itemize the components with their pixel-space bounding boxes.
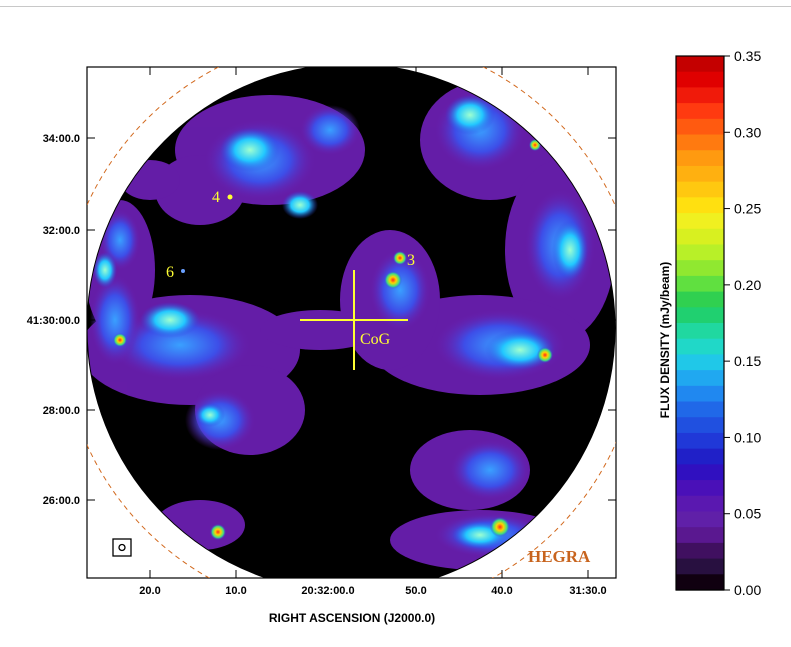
colorbar-segment — [676, 103, 724, 120]
colorbar-segment — [676, 558, 724, 575]
top-divider — [0, 6, 791, 7]
colorbar-segment — [676, 307, 724, 324]
dec-tick-labels: 34:00.0 32:00.0 41:30:00.0 28:00.0 26:00… — [27, 133, 80, 507]
colorbar-segment — [676, 527, 724, 544]
ra-tick: 31:30.0 — [569, 585, 606, 597]
ra-tick: 50.0 — [405, 585, 426, 597]
source-label-3: 3 — [407, 252, 415, 269]
x-axis-title: RIGHT ASCENSION (J2000.0) — [269, 611, 435, 625]
source-label-4: 4 — [212, 189, 220, 206]
colorbar-segment — [676, 323, 724, 340]
tick-marks — [87, 67, 616, 578]
colorbar-tick-label: 0.05 — [734, 506, 761, 522]
dec-tick: 34:00.0 — [43, 133, 80, 145]
colorbar-segment — [676, 291, 724, 308]
colorbar-segment — [676, 338, 724, 356]
colorbar-tick-label: 0.30 — [734, 124, 761, 140]
colorbar-tick-label: 0.00 — [734, 582, 761, 598]
colorbar-segment — [676, 417, 724, 434]
colorbar-segment — [676, 354, 724, 371]
source-label-6: 6 — [166, 264, 174, 281]
colorbar-segment — [676, 150, 724, 167]
colorbar-tick-label: 0.35 — [734, 48, 761, 64]
colorbar-segment — [676, 542, 724, 560]
beam-box — [112, 538, 132, 557]
colorbar-segments — [676, 56, 724, 591]
colorbar-segment — [676, 213, 724, 230]
cog-cross-marker — [300, 270, 408, 370]
dec-tick: 32:00.0 — [43, 225, 80, 237]
colorbar-title: FLUX DENSITY (mJy/beam) — [658, 262, 672, 418]
map-panel: 4 6 3 CoG HEGRA — [86, 66, 617, 579]
colorbar-segment — [676, 401, 724, 418]
dec-tick: 28:00.0 — [43, 405, 80, 417]
ra-tick: 20.0 — [139, 585, 160, 597]
ra-tick: 20:32:00.0 — [301, 585, 354, 597]
colorbar-tick-label: 0.10 — [734, 429, 761, 445]
colorbar-segment — [676, 480, 724, 497]
colorbar-segment — [676, 87, 724, 104]
colorbar-segment — [676, 71, 724, 89]
dec-tick: 26:00.0 — [43, 495, 80, 507]
colorbar-segment — [676, 385, 724, 403]
dec-tick: 41:30:00.0 — [27, 315, 80, 327]
ra-tick: 40.0 — [491, 585, 512, 597]
colorbar-segment — [676, 181, 724, 198]
colorbar-segment — [676, 495, 724, 513]
colorbar-tick-label: 0.15 — [734, 353, 761, 369]
colorbar-segment — [676, 244, 724, 261]
beam-ellipse — [118, 543, 126, 552]
ra-tick: 10.0 — [225, 585, 246, 597]
colorbar: 0.35 0.30 0.25 0.20 0.15 0.10 0.05 0.00 FLUX DE… — [658, 48, 761, 598]
colorbar-segment — [676, 275, 724, 293]
colorbar-tick-label: 0.20 — [734, 277, 761, 293]
colorbar-segment — [676, 370, 724, 387]
ra-tick-labels: 20.0 10.0 20:32:00.0 50.0 40.0 31:30.0 — [139, 585, 606, 597]
colorbar-segment — [676, 197, 724, 214]
colorbar-segment — [676, 511, 724, 528]
colorbar-segment — [676, 165, 724, 183]
colorbar-segment — [676, 228, 724, 246]
hegra-label: HEGRA — [528, 547, 591, 566]
colorbar-segment — [676, 56, 724, 73]
colorbar-segment — [676, 432, 724, 450]
colorbar-segment — [676, 574, 724, 591]
colorbar-segment — [676, 448, 724, 465]
colorbar-segment — [676, 260, 724, 277]
colorbar-tick-label: 0.25 — [734, 201, 761, 217]
colorbar-segment — [676, 464, 724, 481]
colorbar-segment — [676, 118, 724, 136]
cog-label: CoG — [360, 331, 391, 348]
colorbar-segment — [676, 134, 724, 151]
